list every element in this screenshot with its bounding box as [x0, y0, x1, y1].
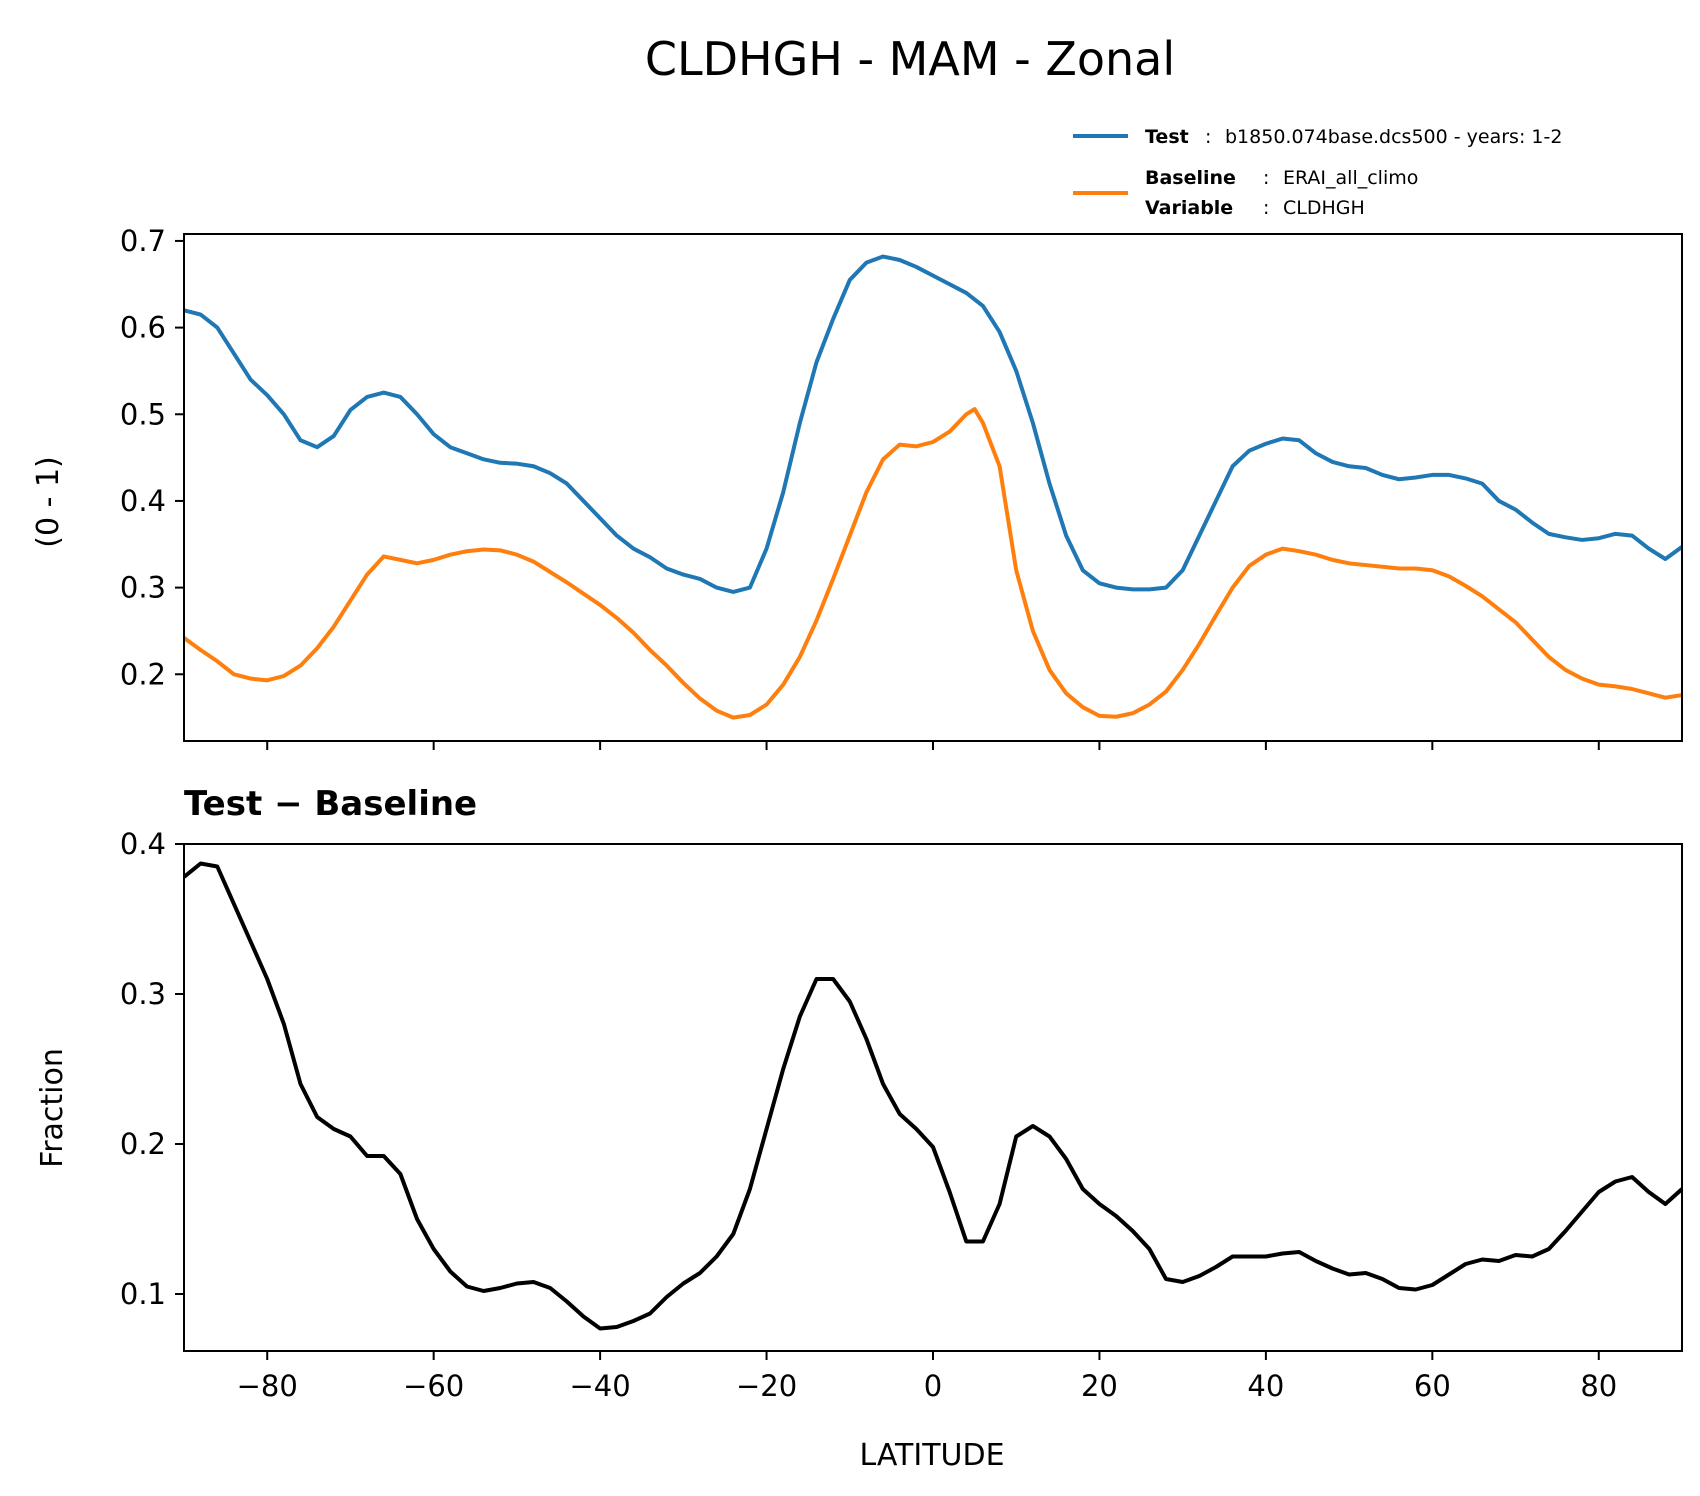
legend-test-key: Test [1145, 126, 1189, 148]
top-y-tick-label: 0.7 [120, 224, 166, 258]
x-tick-label: 20 [1081, 1369, 1118, 1403]
legend-baseline-key: Baseline [1145, 167, 1236, 189]
bottom-y-tick-label: 0.4 [120, 827, 166, 861]
top-y-tick-label: 0.4 [120, 484, 166, 518]
x-tick-label: −60 [403, 1369, 464, 1403]
legend-variable-key: Variable [1145, 197, 1233, 219]
top-ylabel: (0 - 1) [31, 456, 66, 547]
legend-variable-sep: : [1263, 197, 1269, 219]
diff-line [184, 861, 1682, 1331]
x-tick-label: −80 [237, 1369, 298, 1403]
figure-title: CLDHGH - MAM - Zonal [645, 32, 1175, 86]
legend-variable-value: CLDHGH [1283, 197, 1365, 219]
bottom-y-tick-label: 0.2 [120, 1127, 166, 1161]
top-y-tick-label: 0.2 [120, 657, 166, 691]
top-y-tick-label: 0.6 [120, 311, 166, 345]
x-tick-label: −20 [736, 1369, 797, 1403]
x-tick-label: 80 [1580, 1369, 1617, 1403]
top-panel: 0.2 0.3 0.4 0.5 0.6 0.7 [120, 224, 1683, 750]
top-y-tick-label: 0.3 [120, 571, 166, 605]
bottom-y-tick-label: 0.1 [120, 1277, 166, 1311]
x-tick-label: −40 [570, 1369, 631, 1403]
x-tick-label: 0 [924, 1369, 942, 1403]
legend-baseline-sep: : [1263, 167, 1269, 189]
legend: Test : b1850.074base.dcs500 - years: 1-2… [1073, 126, 1562, 219]
x-axis-label: LATITUDE [859, 1438, 1004, 1473]
bottom-ylabel: Fraction [35, 1048, 70, 1168]
top-axes-frame [183, 233, 1683, 742]
bottom-subtitle: Test − Baseline [184, 784, 477, 824]
baseline-line [184, 407, 1682, 720]
test-line [184, 254, 1682, 594]
bottom-axes-frame [183, 843, 1683, 1352]
bottom-y-tick-label: 0.3 [120, 977, 166, 1011]
x-tick-label: 60 [1414, 1369, 1451, 1403]
legend-test-value: b1850.074base.dcs500 - years: 1-2 [1225, 126, 1562, 148]
x-tick-label: 40 [1247, 1369, 1284, 1403]
bottom-panel: 0.1 0.2 0.3 0.4 −80 −60 −40 −20 0 20 40 60 80 [120, 827, 1683, 1403]
legend-test-sep: : [1205, 126, 1211, 148]
legend-baseline-value: ERAI_all_climo [1283, 167, 1418, 189]
top-y-tick-label: 0.5 [120, 397, 166, 431]
